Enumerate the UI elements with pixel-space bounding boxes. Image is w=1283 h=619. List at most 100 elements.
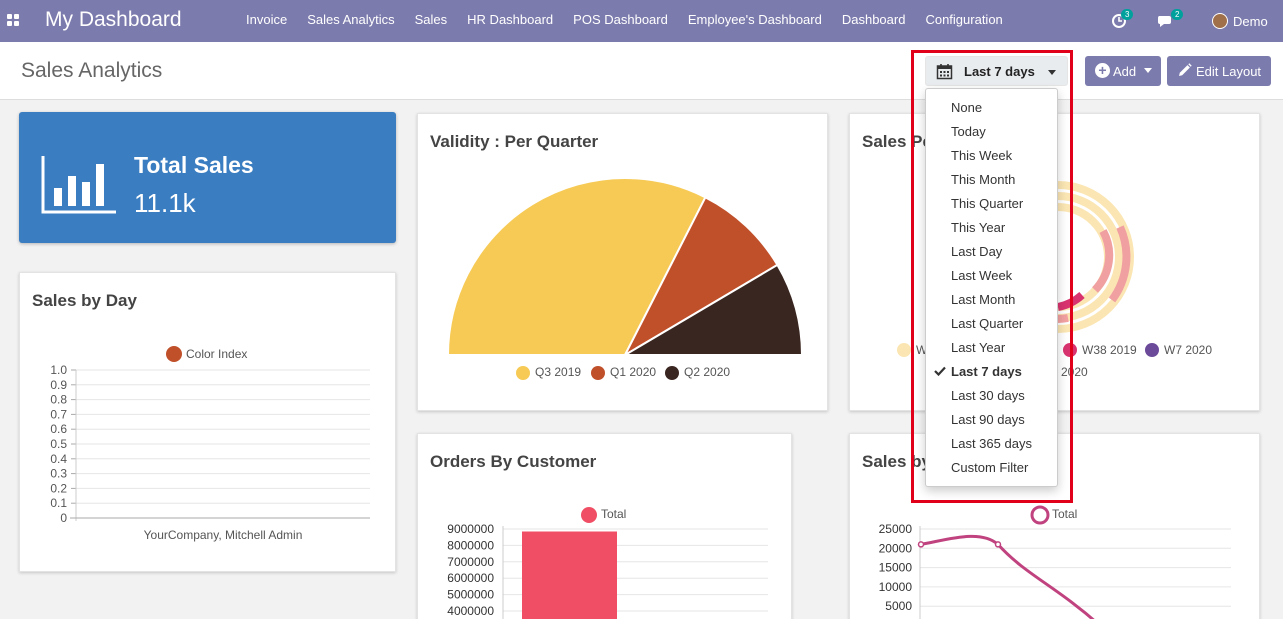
y-tick-label: 0.9 xyxy=(50,378,67,392)
sales-by-line-chart: Total 25000 20000 15000 10000 5000 xyxy=(879,505,1231,619)
date-option-label: This Quarter xyxy=(951,196,1024,211)
date-option-label: This Year xyxy=(951,220,1006,235)
x-tick-label: YourCompany, Mitchell Admin xyxy=(144,528,303,542)
chat-icon xyxy=(1157,16,1171,27)
y-tick-label: 0.4 xyxy=(50,452,67,466)
add-button[interactable]: + Add xyxy=(1085,56,1161,86)
messaging-menu[interactable]: 2 xyxy=(1157,0,1184,42)
menu-item-employees-dashboard[interactable]: Employee's Dashboard xyxy=(687,12,822,27)
y-tick-label: 6000000 xyxy=(447,571,494,585)
donut-segment xyxy=(1108,225,1131,303)
legend-label: Total xyxy=(1052,507,1077,521)
legend-label: Q2 2020 xyxy=(684,365,730,379)
menu-item-sales[interactable]: Sales xyxy=(414,12,448,27)
top-navbar: My Dashboard Invoice Sales Analytics Sal… xyxy=(0,0,1283,42)
page-title: Sales Analytics xyxy=(21,59,163,82)
date-option-label: Last Day xyxy=(951,244,1003,259)
date-option-this-quarter[interactable]: This Quarter xyxy=(926,191,1057,215)
calendar-icon xyxy=(936,64,953,80)
menu-item-configuration[interactable]: Configuration xyxy=(925,12,1003,27)
card-orders-by-customer[interactable]: Orders By Customer Total 9000000 8000000 7… xyxy=(417,433,792,619)
legend-label: Color Index xyxy=(186,347,247,361)
y-tick-label: 1.0 xyxy=(50,363,67,377)
y-tick-label: 20000 xyxy=(879,541,913,555)
card-sales-by-day[interactable]: Sales by Day Color Index 1.0 0.9 0.8 0.7 0.6… xyxy=(19,272,396,572)
legend-label: Total xyxy=(601,507,626,521)
y-tick-label: 0.3 xyxy=(50,467,67,481)
y-tick-label: 0.1 xyxy=(50,496,67,510)
date-option-label: This Month xyxy=(951,172,1016,187)
card-validity-per-quarter[interactable]: Validity : Per Quarter Q3 2019 Q1 2020 Q… xyxy=(417,113,828,411)
date-option-this-month[interactable]: This Month xyxy=(926,167,1057,191)
legend-label: Q3 2019 xyxy=(535,365,581,379)
pencil-icon xyxy=(1179,63,1192,76)
date-option-last-90-days[interactable]: Last 90 days xyxy=(926,407,1057,431)
legend-label: 7 2020 xyxy=(1051,365,1088,379)
donut-segment xyxy=(1092,229,1114,293)
date-option-label: Last 90 days xyxy=(951,412,1025,427)
edit-layout-button[interactable]: Edit Layout xyxy=(1167,56,1271,86)
date-option-last-month[interactable]: Last Month xyxy=(926,287,1057,311)
date-option-last-year[interactable]: Last Year xyxy=(926,335,1057,359)
date-option-last-7-days[interactable]: Last 7 days xyxy=(926,359,1057,383)
y-tick-label: 9000000 xyxy=(447,522,494,536)
legend-swatch-q3-2019 xyxy=(516,366,530,380)
legend-swatch-q2-2020 xyxy=(665,366,679,380)
y-tick-label: 10000 xyxy=(879,580,913,594)
pie-slice-q2-2020[interactable] xyxy=(621,263,804,356)
date-option-this-week[interactable]: This Week xyxy=(926,143,1057,167)
caret-down-icon xyxy=(1048,70,1056,75)
pie-slices xyxy=(446,177,804,358)
date-filter-button[interactable]: Last 7 days xyxy=(925,56,1068,86)
menu-item-dashboard[interactable]: Dashboard xyxy=(841,12,906,27)
card-title: Validity : Per Quarter xyxy=(430,132,599,151)
series-points xyxy=(917,541,1002,548)
bar-total[interactable] xyxy=(522,531,617,619)
control-panel: Sales Analytics Last 7 days + Add Edit L… xyxy=(0,42,1283,100)
legend-swatch xyxy=(1030,505,1050,525)
date-option-last-day[interactable]: Last Day xyxy=(926,239,1057,263)
date-option-today[interactable]: Today xyxy=(926,119,1057,143)
kpi-value: 11.1k xyxy=(134,188,196,218)
date-option-label: Last Year xyxy=(951,340,1006,355)
pie-slice-q3-2019[interactable] xyxy=(446,177,707,356)
y-tick-labels: 9000000 8000000 7000000 6000000 5000000 40000… xyxy=(447,522,494,618)
date-option-this-year[interactable]: This Year xyxy=(926,215,1057,239)
menu-item-invoice[interactable]: Invoice xyxy=(246,12,288,27)
pie-slice-q1-2020[interactable] xyxy=(622,195,779,358)
date-option-label: None xyxy=(951,100,983,115)
menu-item-sales-analytics[interactable]: Sales Analytics xyxy=(307,12,395,27)
y-tick-label: 0.6 xyxy=(50,422,67,436)
date-option-label: Today xyxy=(951,124,986,139)
caret-down-icon xyxy=(1144,68,1152,73)
date-option-label: Last 365 days xyxy=(951,436,1032,451)
menu-item-hr-dashboard[interactable]: HR Dashboard xyxy=(467,12,554,27)
kpi-total-sales[interactable]: Total Sales 11.1k xyxy=(19,112,396,243)
add-button-label: Add xyxy=(1113,64,1137,79)
date-option-custom-filter[interactable]: Custom Filter xyxy=(926,455,1057,479)
y-tick-label: 0.7 xyxy=(50,407,67,421)
user-name: Demo xyxy=(1233,13,1268,29)
card-title: Orders By Customer xyxy=(430,452,597,471)
date-option-none[interactable]: None xyxy=(926,95,1057,119)
date-option-last-quarter[interactable]: Last Quarter xyxy=(926,311,1057,335)
apps-menu-icon[interactable] xyxy=(7,14,19,26)
y-tick-label: 0.8 xyxy=(50,393,67,407)
date-option-last-30-days[interactable]: Last 30 days xyxy=(926,383,1057,407)
data-point[interactable] xyxy=(994,541,1002,548)
menu-item-pos-dashboard[interactable]: POS Dashboard xyxy=(573,12,668,27)
y-tick-label: 25000 xyxy=(879,522,913,536)
avatar xyxy=(1212,13,1228,29)
activity-count-badge: 3 xyxy=(1121,9,1134,20)
y-tick-label: 0.5 xyxy=(50,437,67,451)
data-point[interactable] xyxy=(917,541,925,548)
date-option-last-365-days[interactable]: Last 365 days xyxy=(926,431,1057,455)
user-menu[interactable]: Demo xyxy=(1212,0,1268,42)
activity-menu[interactable]: 3 xyxy=(1111,0,1134,42)
date-option-label: Last 7 days xyxy=(951,364,1022,379)
app-brand[interactable]: My Dashboard xyxy=(45,8,182,31)
legend-label: W7 2020 xyxy=(1164,343,1212,357)
date-option-last-week[interactable]: Last Week xyxy=(926,263,1057,287)
edit-layout-label: Edit Layout xyxy=(1196,64,1262,79)
y-tick-label: 7000000 xyxy=(447,555,494,569)
